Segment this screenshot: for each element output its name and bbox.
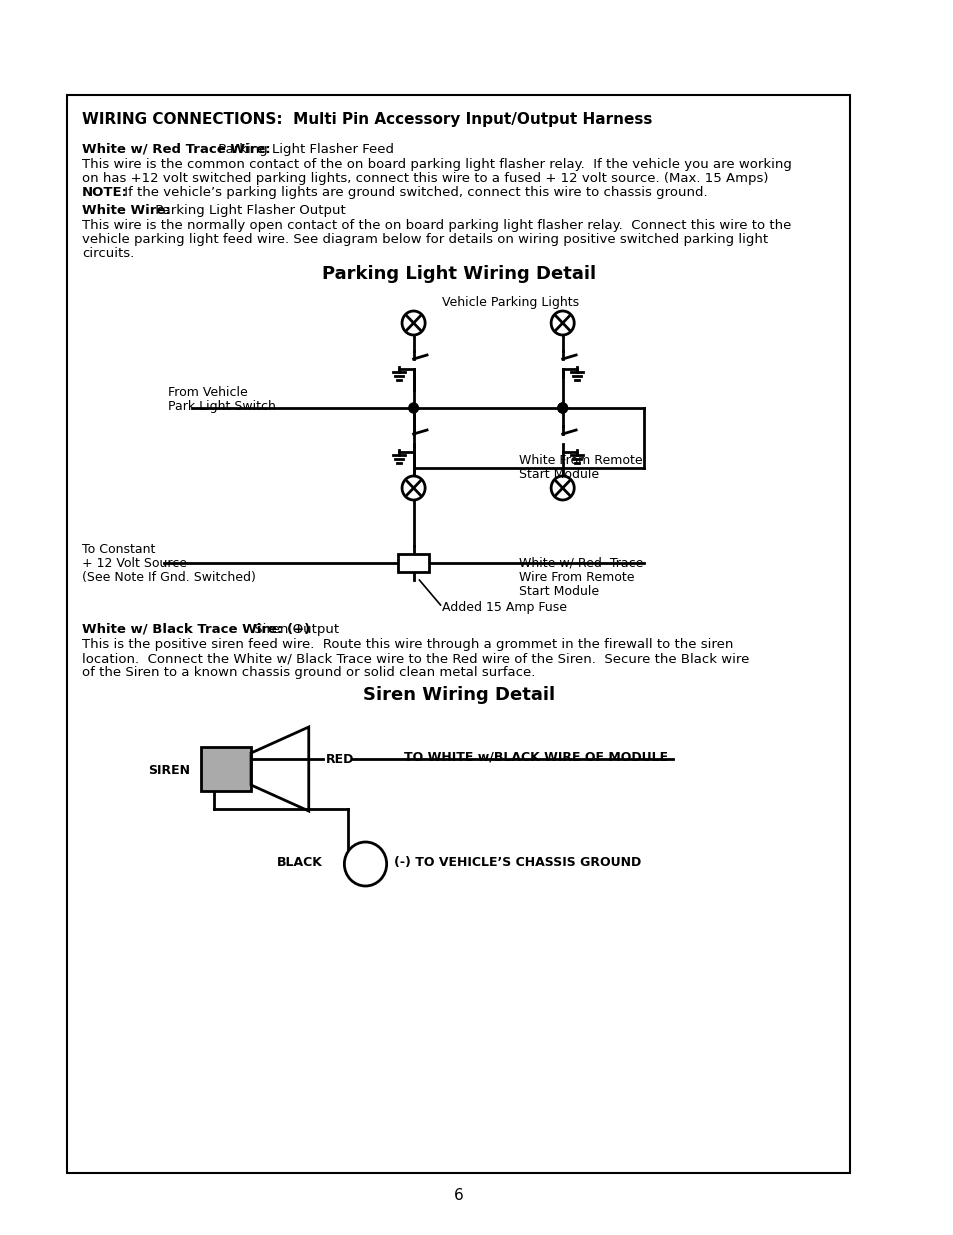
Circle shape [401, 475, 425, 500]
Text: + 12 Volt Source: + 12 Volt Source [82, 557, 187, 571]
Text: This wire is the normally open contact of the on board parking light flasher rel: This wire is the normally open contact o… [82, 219, 790, 232]
Text: Parking Light Flasher Output: Parking Light Flasher Output [151, 204, 345, 217]
Circle shape [408, 403, 418, 412]
Text: RED: RED [326, 753, 355, 766]
Text: White w/ Black Trace Wire: (+): White w/ Black Trace Wire: (+) [82, 622, 310, 636]
Text: White From Remote: White From Remote [518, 454, 642, 467]
Text: 6: 6 [454, 1188, 463, 1203]
Circle shape [401, 311, 425, 335]
Text: circuits.: circuits. [82, 247, 133, 261]
Text: Siren Output: Siren Output [250, 622, 339, 636]
Circle shape [551, 475, 574, 500]
Circle shape [558, 403, 567, 412]
Text: White w/ Red Trace Wire:: White w/ Red Trace Wire: [82, 143, 270, 156]
Text: Start Module: Start Module [518, 585, 598, 598]
Text: SIREN: SIREN [148, 764, 190, 777]
Circle shape [344, 842, 386, 885]
Text: From Vehicle: From Vehicle [168, 387, 248, 399]
Text: Start Module: Start Module [518, 468, 598, 480]
Text: To Constant: To Constant [82, 543, 155, 556]
Text: Parking Light Flasher Feed: Parking Light Flasher Feed [214, 143, 395, 156]
Text: WIRING CONNECTIONS:  Multi Pin Accessory Input/Output Harness: WIRING CONNECTIONS: Multi Pin Accessory … [82, 112, 652, 127]
Text: If the vehicle’s parking lights are ground switched, connect this wire to chassi: If the vehicle’s parking lights are grou… [120, 186, 707, 199]
Text: This is the positive siren feed wire.  Route this wire through a grommet in the : This is the positive siren feed wire. Ro… [82, 638, 732, 651]
Bar [68, 95, 849, 1173]
Circle shape [558, 403, 567, 412]
Text: NOTE:: NOTE: [82, 186, 128, 199]
Text: This wire is the common contact of the on board parking light flasher relay.  If: This wire is the common contact of the o… [82, 158, 791, 170]
Text: Added 15 Amp Fuse: Added 15 Amp Fuse [442, 601, 567, 614]
Bar [397, 555, 429, 572]
Bar [201, 747, 251, 790]
Text: vehicle parking light feed wire. See diagram below for details on wiring positiv: vehicle parking light feed wire. See dia… [82, 233, 767, 246]
Text: (See Note If Gnd. Switched): (See Note If Gnd. Switched) [82, 571, 255, 584]
Text: on has +12 volt switched parking lights, connect this wire to a fused + 12 volt : on has +12 volt switched parking lights,… [82, 172, 767, 185]
Text: BLACK: BLACK [276, 856, 322, 869]
Text: of the Siren to a known chassis ground or solid clean metal surface.: of the Siren to a known chassis ground o… [82, 666, 535, 679]
Text: Wire From Remote: Wire From Remote [518, 571, 635, 584]
Text: White Wire:: White Wire: [82, 204, 171, 217]
Text: Vehicle Parking Lights: Vehicle Parking Lights [442, 296, 579, 309]
Text: Parking Light Wiring Detail: Parking Light Wiring Detail [321, 266, 596, 283]
Circle shape [551, 311, 574, 335]
Text: TO WHITE w/BLACK WIRE OF MODULE: TO WHITE w/BLACK WIRE OF MODULE [403, 751, 667, 764]
Text: location.  Connect the White w/ Black Trace wire to the Red wire of the Siren.  : location. Connect the White w/ Black Tra… [82, 652, 748, 664]
Text: Park Light Switch: Park Light Switch [168, 400, 276, 412]
Text: Siren Wiring Detail: Siren Wiring Detail [362, 685, 555, 704]
Text: (-) TO VEHICLE’S CHASSIS GROUND: (-) TO VEHICLE’S CHASSIS GROUND [394, 856, 641, 869]
Text: White w/ Red  Trace: White w/ Red Trace [518, 557, 643, 571]
